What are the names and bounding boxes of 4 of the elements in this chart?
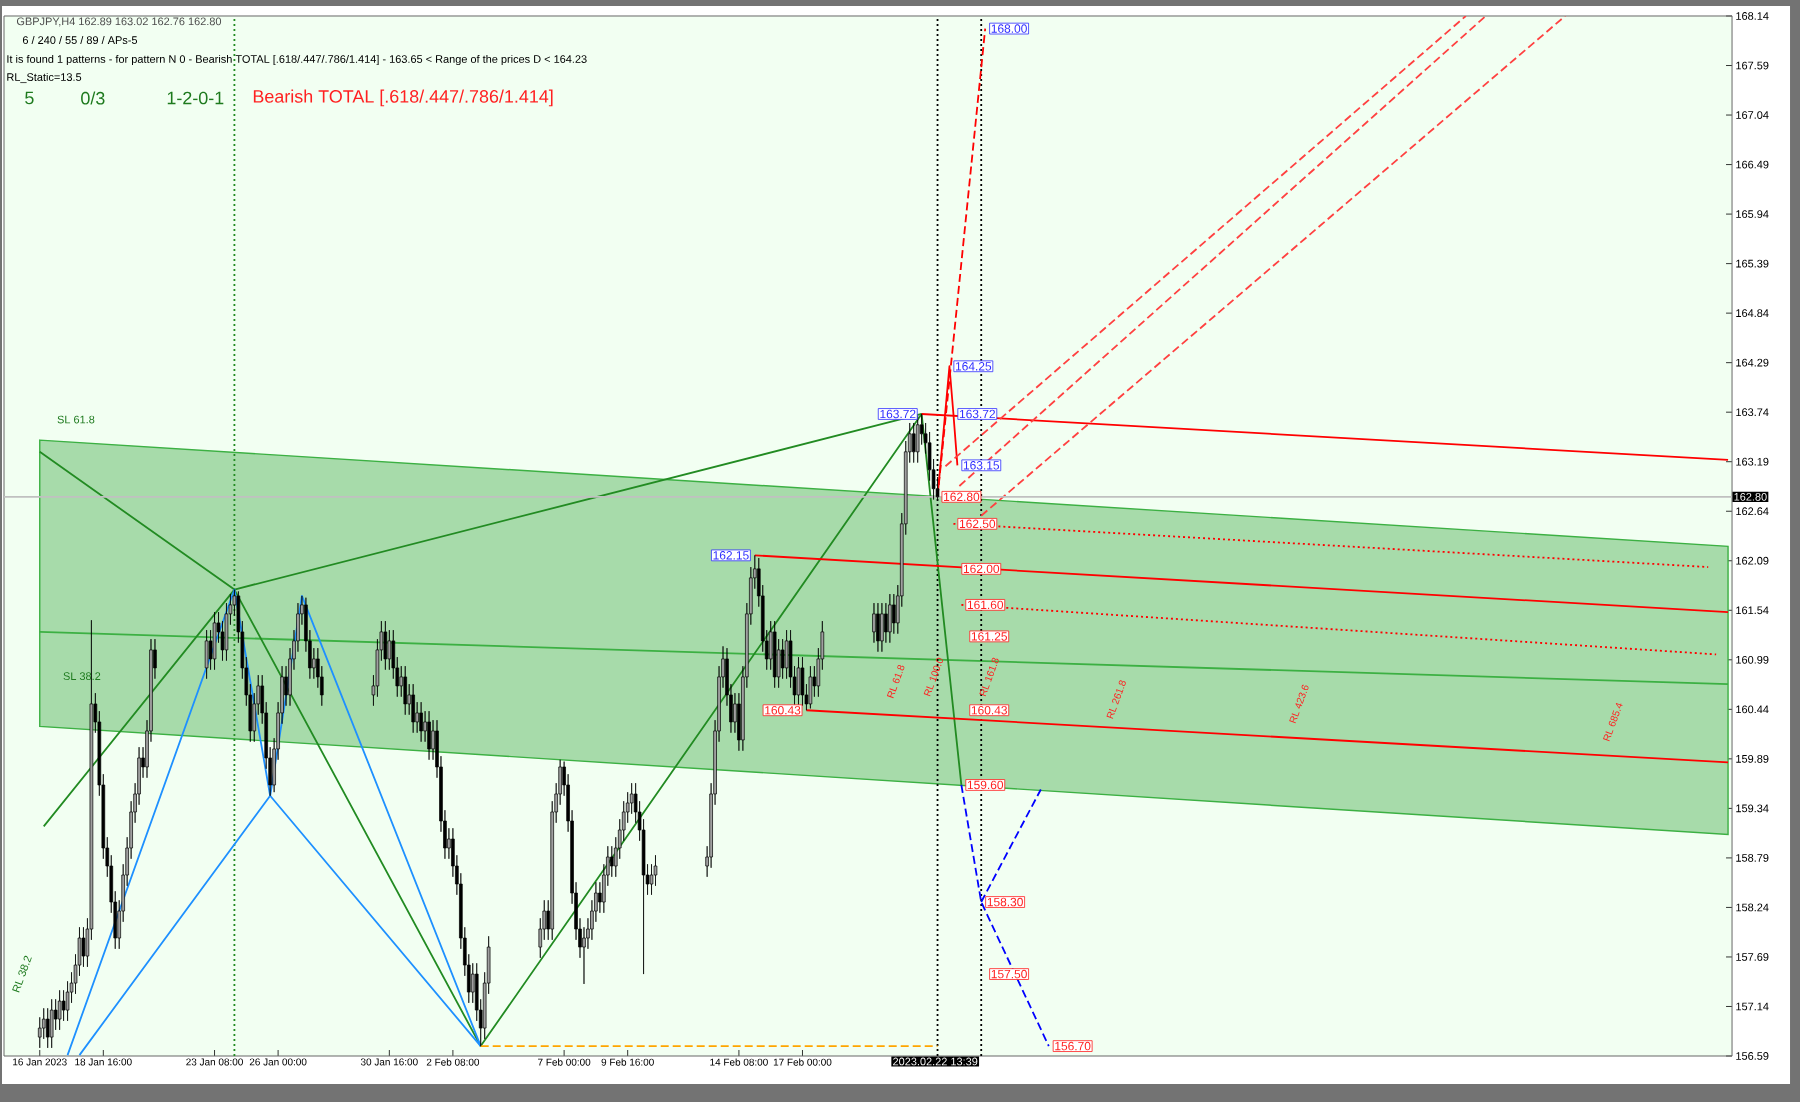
annotation: 5 <box>25 91 34 105</box>
annotation: 0/3 <box>81 91 105 105</box>
annotation: 1-2-0-1 <box>167 91 224 105</box>
annotation: Bearish TOTAL [.618/.447/.786/1.414] <box>253 89 553 107</box>
